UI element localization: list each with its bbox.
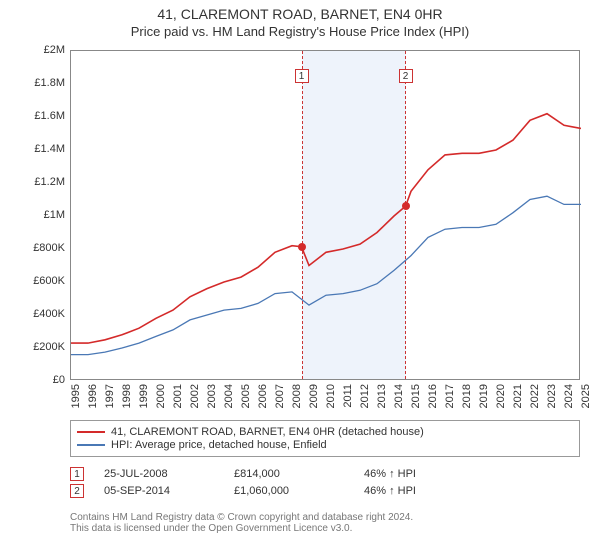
ytick-label: £1.4M (10, 143, 65, 155)
footnote-line: Contains HM Land Registry data © Crown c… (70, 512, 580, 523)
sale-marker-dot (298, 243, 306, 251)
legend-swatch (77, 444, 105, 446)
legend-swatch (77, 431, 105, 433)
ytick-label: £1M (10, 209, 65, 221)
sale-row-index: 1 (70, 467, 84, 481)
sale-row-index: 2 (70, 484, 84, 498)
sale-pct: 46% ↑ HPI (364, 485, 416, 497)
legend-row: HPI: Average price, detached house, Enfi… (77, 439, 573, 451)
ytick-label: £800K (10, 242, 65, 254)
sale-row: 1 25-JUL-2008 £814,000 46% ↑ HPI (70, 467, 580, 481)
sale-date: 05-SEP-2014 (104, 485, 214, 497)
legend-row: 41, CLAREMONT ROAD, BARNET, EN4 0HR (det… (77, 426, 573, 438)
series-line (71, 114, 581, 343)
ytick-label: £600K (10, 275, 65, 287)
ytick-label: £1.6M (10, 110, 65, 122)
legend-label: 41, CLAREMONT ROAD, BARNET, EN4 0HR (det… (111, 426, 424, 438)
page-subtitle: Price paid vs. HM Land Registry's House … (0, 24, 600, 39)
footnote: Contains HM Land Registry data © Crown c… (70, 512, 580, 534)
ytick-label: £200K (10, 341, 65, 353)
ytick-label: £1.2M (10, 176, 65, 188)
plot-area: 12 (70, 50, 580, 380)
chart: 12 £0£200K£400K£600K£800K£1M£1.2M£1.4M£1… (70, 50, 580, 380)
ytick-label: £1.8M (10, 77, 65, 89)
legend-label: HPI: Average price, detached house, Enfi… (111, 439, 327, 451)
footnote-line: This data is licensed under the Open Gov… (70, 523, 580, 534)
sale-marker-box: 2 (399, 69, 413, 83)
sale-date: 25-JUL-2008 (104, 468, 214, 480)
sale-marker-box: 1 (295, 69, 309, 83)
sale-price: £814,000 (234, 468, 344, 480)
chart-lines (71, 51, 581, 381)
sales-table: 1 25-JUL-2008 £814,000 46% ↑ HPI 2 05-SEP-201… (70, 464, 580, 501)
series-line (71, 196, 581, 354)
sale-pct: 46% ↑ HPI (364, 468, 416, 480)
ytick-label: £0 (10, 374, 65, 386)
sale-price: £1,060,000 (234, 485, 344, 497)
ytick-label: £2M (10, 44, 65, 56)
legend: 41, CLAREMONT ROAD, BARNET, EN4 0HR (det… (70, 420, 580, 457)
sale-row: 2 05-SEP-2014 £1,060,000 46% ↑ HPI (70, 484, 580, 498)
ytick-label: £400K (10, 308, 65, 320)
sale-marker-dot (402, 202, 410, 210)
page-title: 41, CLAREMONT ROAD, BARNET, EN4 0HR (0, 0, 600, 22)
